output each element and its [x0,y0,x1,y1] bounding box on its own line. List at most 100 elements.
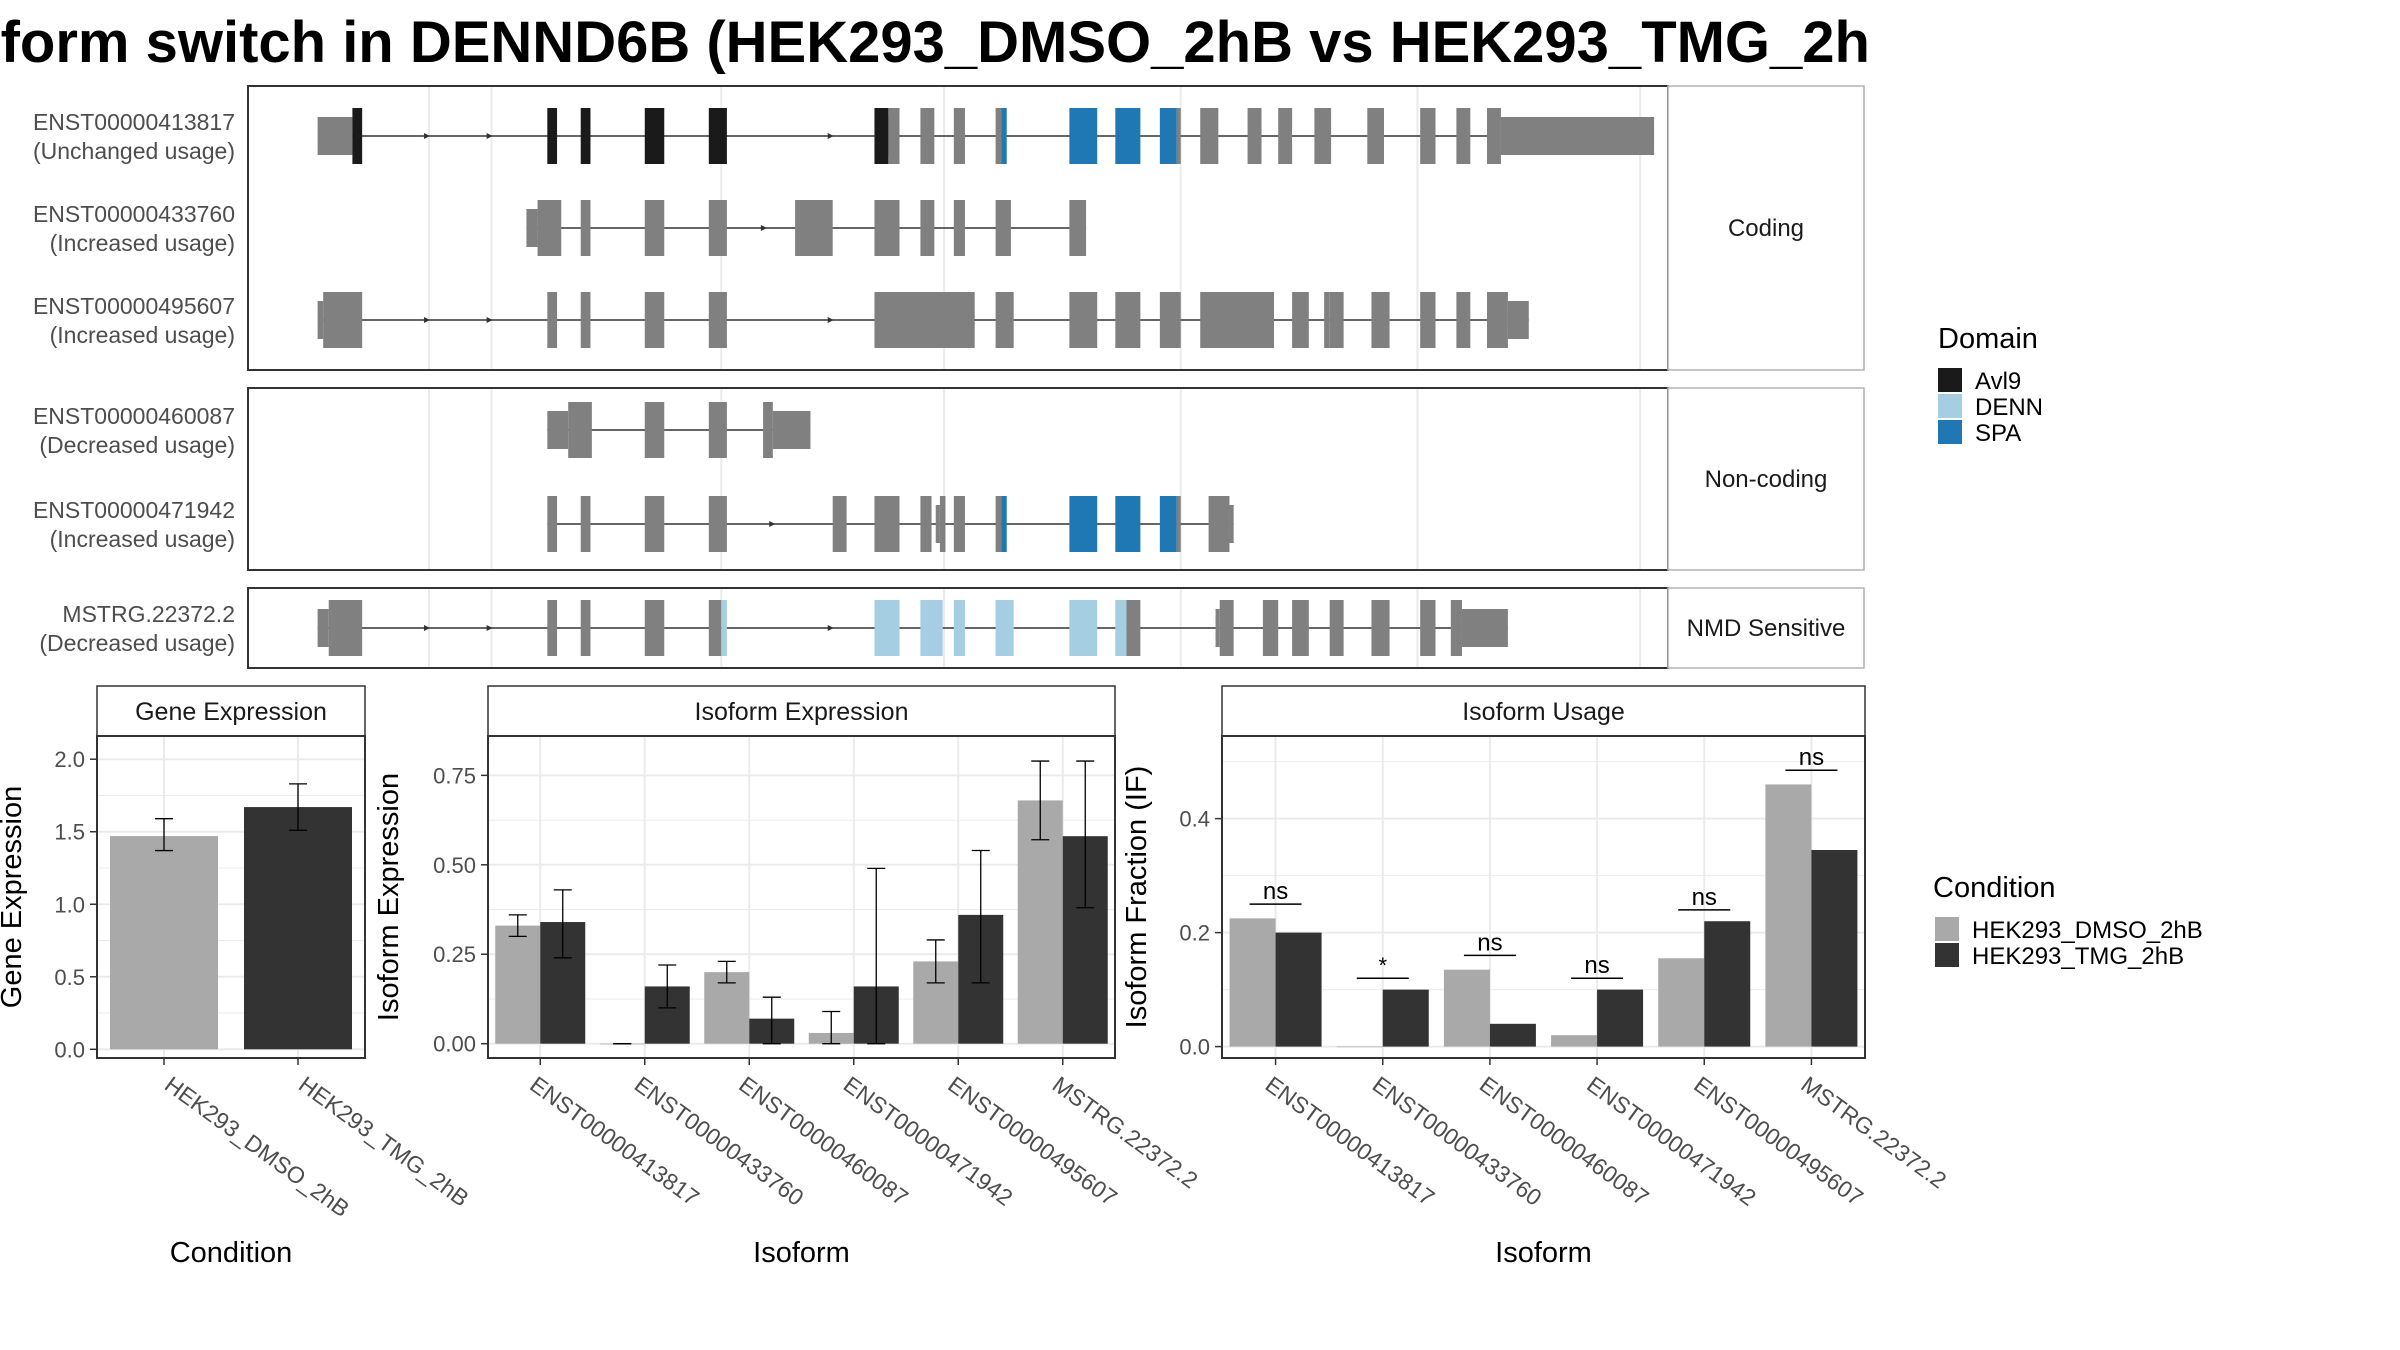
domain-legend-key-DENN [1938,394,1962,418]
chart-panel-border [96,735,366,1059]
structure-panel-2: ENST00000460087 (Decreased usage) ENST0000… [33,387,1865,571]
bar [1382,989,1429,1047]
transcript-ENST00000471942 [547,496,1234,552]
exon-block [953,496,965,552]
domain-legend-label-Avl9: Avl9 [1975,368,2021,395]
y-tick-label: 1.5 [54,820,85,845]
exon-block [953,108,965,164]
exon-block [1371,600,1390,656]
structure-panel-1: ENST00000413817 (Unchanged usage) ENST0000… [33,85,1865,371]
y-tick-label: 1.0 [54,892,85,917]
condition-legend-title: Condition [1933,872,2056,904]
exon-block [953,200,965,256]
significance-label: ns [1477,929,1502,956]
domain-legend-key-Avl9 [1938,368,1962,392]
exon-block [1456,292,1471,348]
exon-block [874,200,900,256]
exon-block [1292,292,1309,348]
y-tick-label: 0.75 [433,763,476,788]
transcript-ENST00000413817 [317,108,1655,164]
exon-block [644,200,665,256]
significance-label: ns [1263,878,1288,905]
transcript-MSTRG.22372.2 [317,600,1508,656]
bar [1658,958,1705,1047]
exon-block [995,108,1002,164]
y-tick-label: 0.5 [54,965,85,990]
exon-block [580,292,591,348]
x-tick-label: ENST00000495607 [943,1071,1122,1211]
exon-domain-SPA [1159,496,1177,552]
exon-block [1200,292,1275,348]
transcript-id-label: ENST00000460087 [33,403,235,429]
x-tick-label: ENST00000471942 [839,1071,1018,1211]
exon-block [1247,108,1262,164]
domain-legend-key-SPA [1938,420,1962,444]
x-tick-label: ENST00000433760 [630,1071,809,1211]
x-tick-label: ENST00000413817 [525,1071,704,1211]
exon-block [1219,600,1234,656]
transcript-usage-label: (Increased usage) [50,322,235,348]
exon-domain-DENN [1115,600,1127,656]
strand-arrow [827,133,834,139]
exon-domain-SPA [1001,496,1007,552]
transcript-ENST00000460087 [547,402,811,458]
transcript-id-label: ENST00000433760 [33,201,235,227]
chart-strip-box [1221,685,1866,737]
transcript-usage-label: (Increased usage) [50,526,235,552]
exon-block [1292,600,1309,656]
y-tick-label: 0.0 [54,1037,85,1062]
strand-arrow [827,317,834,323]
exon-block [888,108,900,164]
bar [1443,969,1490,1047]
exon-block [547,600,558,656]
utr-block [317,301,324,339]
exon-block [580,496,591,552]
exon-block [920,200,935,256]
exon-block [644,292,665,348]
exon-block [644,496,665,552]
exon-block [1487,108,1501,164]
structure-strip-box [1667,587,1865,669]
x-axis-title: Condition [170,1237,293,1269]
chart-strip-label: Gene Expression [135,698,327,726]
bar [1336,1046,1383,1048]
transcript-ENST00000495607 [317,292,1529,348]
utr-block [935,505,940,543]
bar [1017,800,1063,1044]
y-tick-label: 2.0 [54,747,85,772]
exon-block [708,292,727,348]
exon-domain-Avl9 [874,108,889,164]
bar [1551,1035,1598,1047]
exon-block [1329,600,1344,656]
strand-arrow [486,317,493,323]
utr-block [317,117,353,155]
exon-block [1329,292,1344,348]
exon-block [1450,600,1462,656]
exon-domain-Avl9 [644,108,665,164]
structure-strip-box [1667,85,1865,371]
domain-legend-label-SPA: SPA [1975,420,2021,447]
transcript-usage-label: (Increased usage) [50,230,235,256]
transcript-id-label: ENST00000471942 [33,497,235,523]
structure-panel-3: MSTRG.22372.2 (Decreased usage) NMD Sensit… [39,587,1865,669]
transcript-ENST00000433760 [526,200,1087,256]
exon-block [323,292,363,348]
exon-domain-SPA [1159,108,1177,164]
bar [110,836,218,1050]
transcript-id-label: ENST00000413817 [33,109,235,135]
transcript-id-label: ENST00000495607 [33,293,235,319]
chart-strip-box [487,685,1116,737]
condition-legend-key [1935,917,1959,941]
exon-block [644,402,665,458]
exon-domain-Avl9 [547,108,558,164]
significance-label: ns [1692,884,1717,911]
exon-block [1115,292,1141,348]
exon-domain-Avl9 [352,108,363,164]
y-tick-label: 0.25 [433,942,476,967]
exon-block [995,496,1002,552]
exon-block [1420,600,1436,656]
utr-block [526,209,538,247]
y-tick-label: 0.50 [433,853,476,878]
